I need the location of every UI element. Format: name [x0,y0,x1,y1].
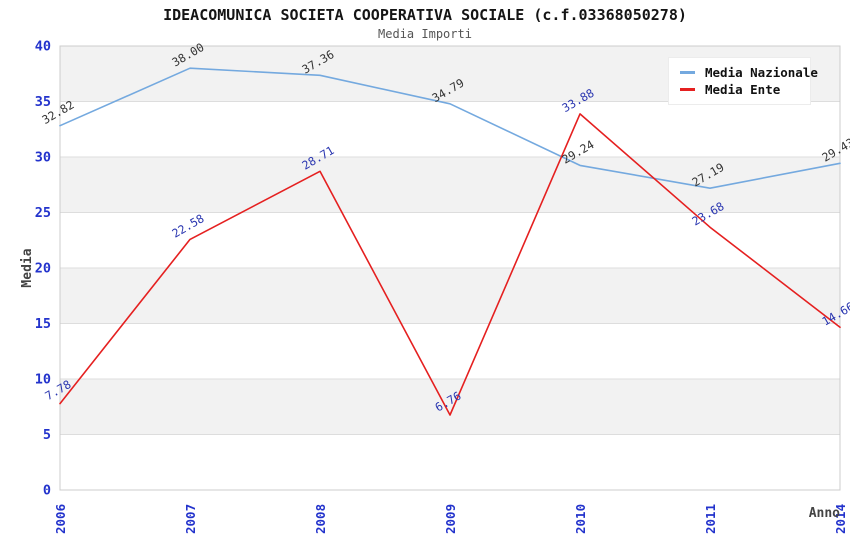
y-tick-label: 5 [43,427,51,443]
y-tick-label: 30 [35,150,51,166]
series-line-0 [59,67,841,189]
y-tick-label: 15 [35,316,51,332]
legend-swatch-media-nazionale [680,71,695,74]
x-tick-label: 2007 [183,504,198,534]
x-tick-label: 2010 [573,504,588,534]
plot-band [60,379,840,435]
plot-band [60,323,840,379]
series-line-1 [59,113,841,416]
legend-label: Media Ente [705,82,781,97]
plot-border [59,45,841,491]
x-tick-label: 2008 [313,504,328,534]
legend-swatch-media-ente [680,88,695,91]
x-tick-label: 2006 [53,504,68,534]
legend-item-media-ente: Media Ente [680,81,804,98]
plot-band [60,101,840,157]
y-tick-label: 0 [43,483,51,499]
x-tick-label: 2009 [443,504,458,534]
y-tick-label: 25 [35,205,51,221]
y-tick-label: 10 [35,372,51,388]
plot-band [60,157,840,213]
x-tick-label: 2014 [833,504,848,534]
y-axis-title: Media [20,248,35,287]
x-tick-label: 2011 [703,504,718,534]
x-axis-title: Anno [809,506,840,521]
legend-label: Media Nazionale [705,65,818,80]
plot-band [60,268,840,324]
chart-subtitle: Media Importi [378,27,472,41]
legend: Media Nazionale Media Ente [668,57,818,105]
y-tick-label: 40 [35,39,51,55]
y-tick-label: 35 [35,94,51,110]
y-tick-label: 20 [35,261,51,277]
plot-band [60,434,840,490]
legend-item-media-nazionale: Media Nazionale [680,64,818,81]
chart-title: IDEACOMUNICA SOCIETA COOPERATIVA SOCIALE… [163,6,687,24]
